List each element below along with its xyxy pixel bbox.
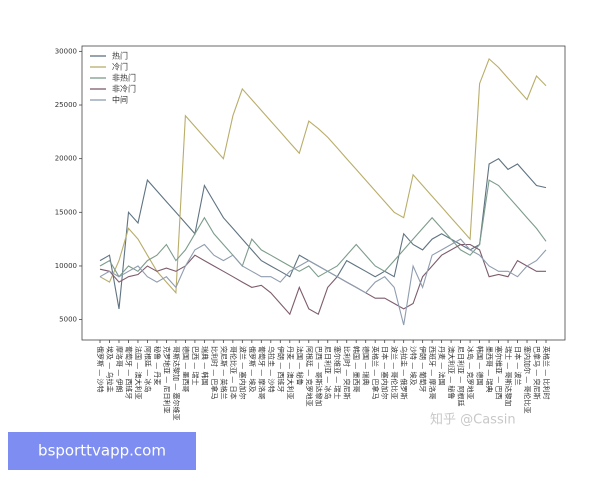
y-tick-label: 25000 [55,101,77,109]
x-tick-label: 西班牙 — 摩洛哥 [428,346,437,399]
x-tick-label: 葡萄牙 — 西班牙 [124,346,133,399]
x-tick-label: 俄罗斯 — 埃及 [248,346,257,392]
x-tick-label: 日本 — 塞内加尔 [381,346,390,399]
x-tick-label: 摩洛哥 — 伊朗 [115,346,124,392]
x-tick-label: 埃及 — 乌拉圭 [105,346,114,392]
x-tick-label: 法国 — 秘鲁 [295,346,304,385]
watermark: 知乎 @Cassin [430,412,516,428]
x-tick-label: 日本 — 波兰 [514,346,523,385]
x-tick-label: 乌拉圭 — 沙特 [267,346,276,392]
x-tick-label: 波兰 — 哥伦比亚 [390,346,399,399]
y-tick-label: 20000 [55,155,77,163]
banner: bsporttvapp.com [38,442,166,460]
y-tick-label: 30000 [55,47,77,55]
x-tick-label: 德国 — 瑞典 [362,346,371,385]
x-tick-label: 塞内加尔 — 哥伦比亚 [523,346,532,413]
x-tick-label: 沙特 — 埃及 [409,346,418,385]
line [99,57,547,295]
x-tick-label: 哥伦比亚 — 日本 [229,346,238,399]
line [99,158,547,309]
x-tick-label: 巴西 — 瑞士 [191,346,200,385]
x-tick-label: 瑞士 — 哥斯达黎加 [504,346,513,406]
x-tick-label: 丹麦 — 法国 [438,346,447,385]
x-tick-label: 冰岛 — 克罗地亚 [466,346,475,399]
x-tick-label: 阿根廷 — 冰岛 [143,346,152,392]
x-tick-label: 突尼斯 — 英格兰 [219,346,228,399]
x-tick-label: 葡萄牙 — 摩洛哥 [257,346,266,399]
line [99,238,547,326]
x-tick-label: 德国 — 墨西哥 [181,346,190,392]
x-tick-label: 法国 — 澳大利亚 [134,346,143,399]
x-tick-label: 克罗地亚 — 尼日利亚 [162,346,171,413]
x-tick-label: 巴拿马 — 突尼斯 [533,346,542,399]
x-tick-label: 哥斯达黎加 — 塞尔维亚 [172,346,181,420]
plot-frame [81,45,566,341]
x-tick-label: 比利时 — 巴拿马 [210,346,219,399]
x-tick-label: 伊朗 — 西班牙 [276,346,285,392]
banner-box [8,432,196,470]
legend-label: 非冷门 [112,84,136,94]
x-tick-label: 波兰 — 塞内加尔 [238,346,247,399]
legend-label: 中间 [112,95,128,105]
x-tick-label: 韩国 — 墨西哥 [352,346,361,392]
line [99,243,546,316]
legend-label: 热门 [112,51,128,61]
legend-label: 冷门 [112,62,128,72]
x-tick-label: 巴西 — 哥斯达黎加 [314,346,323,406]
y-tick-label: 10000 [55,262,77,270]
y-tick-label: 5000 [59,316,77,324]
legend-label: 非热门 [112,73,136,83]
line [99,179,547,278]
x-tick-label: 丹麦 — 澳大利亚 [286,346,295,399]
x-tick-label: 俄罗斯 — 沙特 [96,346,105,392]
y-tick-label: 15000 [55,208,77,216]
x-tick-label: 塞尔维亚 — 瑞士 [333,346,342,399]
x-tick-label: 乌拉圭 — 俄罗斯 [400,346,409,399]
x-tick-label: 韩国 — 德国 [476,346,485,385]
x-tick-label: 澳大利亚 — 秘鲁 [447,346,456,399]
x-tick-label: 尼日利亚 — 冰岛 [324,346,333,399]
x-tick-label: 秘鲁 — 丹麦 [153,346,162,385]
x-tick-label: 阿根廷 — 克罗地亚 [305,346,314,406]
x-tick-label: 墨西哥 — 瑞典 [485,346,494,392]
x-tick-label: 比利时 — 突尼斯 [343,346,352,399]
x-tick-label: 英格兰 — 比利时 [542,346,551,399]
x-tick-label: 英格兰 — 巴拿马 [371,346,380,399]
x-tick-label: 瑞典 — 韩国 [200,346,209,385]
x-tick-label: 塞尔维亚 — 巴西 [495,346,504,399]
x-tick-label: 伊朗 — 葡萄牙 [419,346,428,392]
x-tick-label: 尼日利亚 — 阿根廷 [457,346,466,406]
